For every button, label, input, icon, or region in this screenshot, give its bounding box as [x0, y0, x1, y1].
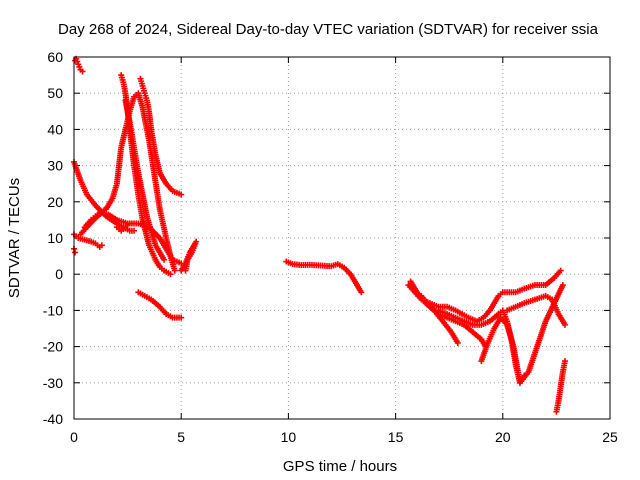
data-point	[454, 339, 461, 346]
x-tick-label: 5	[177, 429, 185, 445]
y-tick-label: 10	[47, 230, 63, 246]
data-point	[561, 321, 568, 328]
x-tick-label: 25	[602, 429, 618, 445]
y-tick-label: -20	[43, 339, 63, 355]
data-point	[557, 267, 564, 274]
y-tick-label: 0	[55, 266, 63, 282]
series-s4	[71, 245, 79, 256]
y-tick-label: 20	[47, 194, 63, 210]
series-s9	[122, 97, 168, 263]
series-s13	[283, 258, 365, 296]
x-tick-label: 20	[495, 429, 511, 445]
series-s10	[113, 220, 133, 234]
x-tick-label: 10	[281, 429, 297, 445]
series-s19	[504, 292, 568, 328]
series-s20	[553, 358, 568, 415]
series-s12	[178, 238, 200, 274]
data-point	[98, 242, 105, 249]
data-point	[182, 267, 189, 274]
plot-frame	[73, 56, 611, 420]
data-point	[72, 249, 79, 256]
data-point	[358, 289, 365, 296]
data-point	[161, 256, 168, 263]
y-tick-label: 40	[47, 121, 63, 137]
series-s1	[72, 55, 86, 75]
x-tick-label: 15	[388, 429, 404, 445]
data-point	[559, 282, 566, 289]
x-axis-label: GPS time / hours	[283, 458, 397, 475]
series-s11	[135, 289, 185, 321]
data-point	[79, 68, 86, 75]
data-point	[131, 227, 138, 234]
axis-ticks: 0 5 10 15 20 25 -40 -30 -20 -10 0 10 20 30 40 50 60	[43, 49, 618, 445]
data-point	[178, 191, 185, 198]
y-tick-label: 60	[47, 49, 63, 65]
series-s3	[71, 231, 105, 251]
data-point	[171, 267, 178, 274]
series-s18	[478, 282, 566, 386]
grid-lines	[74, 57, 610, 419]
y-tick-label: 30	[47, 158, 63, 174]
data-point	[561, 358, 568, 365]
y-tick-label: 50	[47, 85, 63, 101]
y-axis-label: SDTVAR / TECUs	[6, 178, 23, 298]
y-tick-label: -10	[43, 302, 63, 318]
chart-title: Day 268 of 2024, Sidereal Day-to-day VTE…	[58, 21, 599, 38]
series-s8	[137, 75, 185, 198]
data-point	[167, 271, 174, 278]
data-point	[126, 220, 133, 227]
data-points	[71, 55, 568, 415]
data-point	[178, 314, 185, 321]
series-s14	[405, 267, 564, 325]
y-tick-label: -30	[43, 375, 63, 391]
y-tick-label: -40	[43, 411, 63, 427]
x-tick-label: 0	[70, 429, 78, 445]
